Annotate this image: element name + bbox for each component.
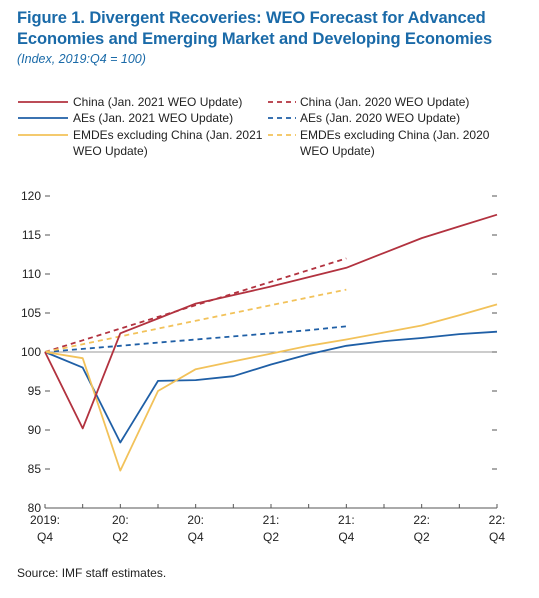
chart-legend: China (Jan. 2021 WEO Update) China (Jan. … [18,95,490,158]
x-tick-label: 20: Q2 [112,513,129,544]
x-tick-label-line: Q2 [263,530,279,544]
y-tick-label: 115 [22,228,41,242]
x-tick-label-line: Q2 [414,530,430,544]
x-tick-label: 22: Q4 [489,513,506,544]
series-line-1 [44,257,347,353]
x-tick-label: 2019: Q4 [30,513,60,544]
x-tick-label-line: 21: [338,513,355,527]
x-tick-label-line: Q2 [112,530,128,544]
chart-subtitle: (Index, 2019:Q4 = 100) [17,52,146,66]
y-tick-label: 110 [22,267,41,281]
y-tick-label: 90 [28,423,42,437]
y-tick-label: 80 [28,501,42,515]
y-tick-label: 95 [28,384,42,398]
y-tick-label: 105 [21,306,41,320]
series-line-0 [44,213,498,430]
legend-label: China (Jan. 2021 WEO Update) [73,95,242,109]
series-line-4 [44,303,498,472]
chart-title: Figure 1. Divergent Recoveries: WEO Fore… [17,9,493,48]
series-line-5 [44,288,347,353]
legend-label-line: AEs (Jan. 2020 WEO Update) [300,111,460,125]
x-tick-label: 21: Q2 [263,513,280,544]
legend-label-line: China (Jan. 2020 WEO Update) [300,95,469,109]
x-tick-label-line: 20: [187,513,204,527]
x-tick-label: 21: Q4 [338,513,355,544]
y-tick-label: 120 [21,189,41,203]
legend-label-line: WEO Update) [73,144,148,158]
legend-label-line: WEO Update) [300,144,375,158]
x-tick-label-line: Q4 [37,530,53,544]
x-tick-label-line: 21: [263,513,280,527]
legend-label: EMDEs excluding China (Jan. 2021 WEO Upda… [73,128,263,158]
legend-label-line: AEs (Jan. 2021 WEO Update) [73,111,233,125]
x-tick-label-line: 20: [112,513,129,527]
line-chart: China (Jan. 2021 WEO Update) China (Jan. … [18,95,505,544]
legend-label-line: EMDEs excluding China (Jan. 2020 [300,128,490,142]
source-note: Source: IMF staff estimates. [17,566,167,580]
x-tick-label-line: 22: [413,513,430,527]
figure-header: Figure 1. Divergent Recoveries: WEO Fore… [17,8,527,67]
legend-entry-4: EMDEs excluding China (Jan. 2021 WEO Upda… [18,128,263,158]
legend-entry-1: China (Jan. 2020 WEO Update) [268,95,469,109]
legend-entry-5: EMDEs excluding China (Jan. 2020 WEO Upda… [268,128,490,158]
x-tick-label: 22: Q2 [413,513,430,544]
legend-label: EMDEs excluding China (Jan. 2020 WEO Upda… [300,128,490,158]
legend-label-line: China (Jan. 2021 WEO Update) [73,95,242,109]
legend-label: AEs (Jan. 2020 WEO Update) [300,111,460,125]
series-layer [44,213,498,472]
x-tick-label-line: 22: [489,513,506,527]
x-tick-label-line: Q4 [188,530,204,544]
x-tick-label-line: Q4 [489,530,505,544]
legend-entry-3: AEs (Jan. 2020 WEO Update) [268,111,460,125]
y-tick-label: 85 [28,462,42,476]
y-tick-label: 100 [21,345,41,359]
legend-label: AEs (Jan. 2021 WEO Update) [73,111,233,125]
legend-entry-2: AEs (Jan. 2021 WEO Update) [18,111,233,125]
legend-entry-0: China (Jan. 2021 WEO Update) [18,95,242,109]
legend-label-line: EMDEs excluding China (Jan. 2021 [73,128,263,142]
series-line-2 [44,330,498,444]
x-tick-label-line: Q4 [338,530,354,544]
x-tick-label-line: 2019: [30,513,60,527]
x-tick-label: 20: Q4 [187,513,204,544]
legend-label: China (Jan. 2020 WEO Update) [300,95,469,109]
